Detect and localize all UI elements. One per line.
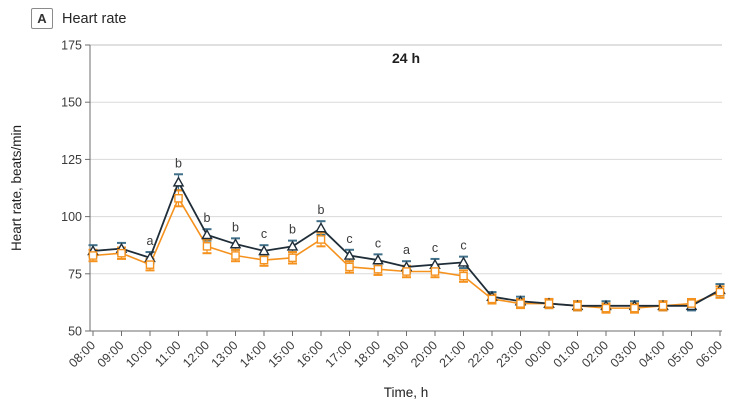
x-tick-label: 03:00 [608,338,640,370]
triangle-marker [343,249,356,260]
square-marker [601,303,611,313]
square-marker [487,294,497,304]
square-marker [88,251,98,260]
chart-title-24h: 24 h [392,50,420,66]
square-marker [288,253,297,263]
x-tick-label: 01:00 [551,338,583,370]
x-tick-label: 09:00 [95,338,127,370]
x-tick-label: 06:00 [693,338,725,370]
square-marker [259,255,269,265]
square-marker [459,271,468,281]
y-tick-label: 125 [61,153,82,167]
square-marker [373,264,383,274]
y-tick-label: 50 [68,325,82,339]
square-marker [202,242,212,251]
significance-letter: c [432,241,438,255]
significance-letter: b [232,220,239,234]
square-marker [174,193,183,203]
x-tick-label: 04:00 [636,338,668,370]
x-tick-label: 23:00 [494,338,526,370]
square-marker [145,260,155,269]
x-tick-label: 22:00 [465,338,497,370]
x-tick-label: 08:00 [66,338,98,370]
panel-header: A Heart rate [31,8,126,29]
x-tick-label: 14:00 [237,338,269,370]
panel-label-badge: A [31,8,53,29]
y-tick-label: 150 [61,96,82,110]
square-marker [573,301,582,311]
y-tick-label: 100 [61,210,82,224]
significance-letter: c [261,227,267,241]
x-tick-label: 16:00 [294,338,326,370]
square-marker [715,287,725,297]
triangle-marker [457,256,470,267]
x-tick-label: 00:00 [522,338,554,370]
significance-letter: a [147,234,154,248]
x-tick-label: 18:00 [351,338,383,370]
square-marker [544,299,554,308]
x-tick-label: 17:00 [323,338,355,370]
significance-letter: c [460,239,466,253]
square-marker [117,248,126,258]
triangle-marker [372,254,384,265]
panel-title: Heart rate [62,10,127,27]
significance-letter: c [375,236,381,250]
x-tick-label: 05:00 [665,338,697,370]
triangle-marker [286,240,299,251]
x-tick-label: 19:00 [380,338,412,370]
significance-letter: c [346,232,352,246]
x-tick-label: 20:00 [408,338,440,370]
significance-letter: b [175,156,182,170]
square-marker [430,267,440,276]
triangle-marker [315,222,327,233]
square-marker [630,303,639,313]
square-marker [345,262,354,272]
square-marker [402,267,411,276]
x-axis-title: Time, h [384,385,429,400]
x-tick-label: 10:00 [123,338,155,370]
significance-letter: a [403,243,410,257]
square-marker [658,301,668,311]
square-marker [516,299,525,308]
x-tick-label: 15:00 [266,338,298,370]
triangle-marker [229,238,242,249]
significance-letter: b [289,223,296,237]
square-marker [687,299,696,308]
significance-letter: b [204,211,211,225]
x-tick-label: 21:00 [437,338,469,370]
x-tick-label: 13:00 [209,338,241,370]
x-tick-label: 11:00 [152,338,183,369]
y-tick-label: 175 [61,39,82,53]
y-tick-label: 75 [68,267,82,281]
triangle-marker [201,228,213,240]
x-tick-label: 02:00 [579,338,611,370]
square-marker [316,235,326,244]
significance-letter: b [318,203,325,217]
triangle-marker [258,244,270,256]
square-marker [231,251,240,260]
triangle-marker [172,176,185,187]
y-axis-title: Heart rate, beats/min [9,125,24,251]
x-tick-label: 12:00 [180,338,212,370]
